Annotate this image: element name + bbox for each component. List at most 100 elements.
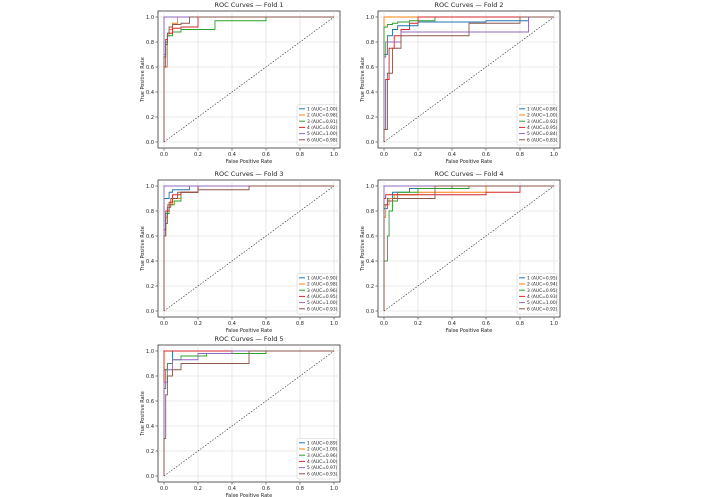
x-tick-label: 0.6 xyxy=(482,321,490,327)
x-tick-label: 0.0 xyxy=(380,152,388,158)
y-tick-label: 0.4 xyxy=(146,90,154,96)
subplot-fold-4: 0.0 0.2 0.4 0.6 0.8 1.0 0.0 0.2 0.4 0.6 0.8 1.0 ROC … xyxy=(360,170,561,334)
legend-label: 5 (AUC=1.00) xyxy=(307,300,338,306)
roc-line-series-5 xyxy=(163,350,334,476)
legend-label: 1 (AUC=1.00) xyxy=(307,106,338,112)
y-tick-label: 1.0 xyxy=(146,15,154,21)
y-tick-label: 0.4 xyxy=(366,90,374,96)
y-tick-label: 0.0 xyxy=(146,309,154,315)
x-tick-label: 0.0 xyxy=(380,321,388,327)
legend-label: 4 (AUC=1.00) xyxy=(307,459,338,465)
legend-box xyxy=(516,104,558,146)
y-axis-label: True Positive Rate xyxy=(140,57,146,103)
legend-label: 4 (AUC=0.95) xyxy=(527,125,558,131)
roc-line-series-6 xyxy=(163,185,334,311)
y-tick-label: 0.8 xyxy=(146,40,154,46)
y-tick-label: 0.6 xyxy=(146,65,154,71)
chance-diagonal xyxy=(163,350,335,477)
roc-line-series-4 xyxy=(383,16,554,142)
y-tick-label: 0.0 xyxy=(146,474,154,480)
x-axis-label: False Positive Rate xyxy=(226,493,272,497)
chance-diagonal xyxy=(163,185,335,312)
y-tick-label: 0.2 xyxy=(146,284,154,290)
chart-title: ROC Curves — Fold 3 xyxy=(214,170,283,178)
x-tick-label: 0.8 xyxy=(296,486,304,492)
y-tick-label: 0.6 xyxy=(146,399,154,405)
subplot-fold-3: 0.0 0.2 0.4 0.6 0.8 1.0 0.0 0.2 0.4 0.6 0.8 1.0 ROC … xyxy=(140,170,341,334)
legend-box xyxy=(296,273,338,315)
y-axis-label: True Positive Rate xyxy=(360,226,366,272)
y-tick-label: 0.4 xyxy=(366,259,374,265)
legend-label: 5 (AUC=0.97) xyxy=(307,465,338,471)
legend-label: 2 (AUC=0.98) xyxy=(307,282,338,288)
x-tick-label: 0.0 xyxy=(160,486,168,492)
legend-label: 4 (AUC=0.93) xyxy=(527,294,558,300)
legend-label: 4 (AUC=0.95) xyxy=(307,294,338,300)
legend-label: 1 (AUC=0.90) xyxy=(307,275,338,281)
legend-label: 1 (AUC=0.86) xyxy=(527,106,558,112)
x-tick-label: 1.0 xyxy=(550,152,558,158)
x-axis-label: False Positive Rate xyxy=(226,328,272,334)
legend-label: 2 (AUC=1.00) xyxy=(307,447,338,453)
legend-label: 6 (AUC=0.92) xyxy=(527,306,558,312)
x-tick-label: 0.0 xyxy=(160,321,168,327)
y-tick-label: 0.4 xyxy=(146,424,154,430)
roc-line-series-1 xyxy=(383,16,554,142)
legend-label: 6 (AUC=0.83) xyxy=(527,137,558,143)
y-axis-label: True Positive Rate xyxy=(140,391,146,437)
y-tick-label: 1.0 xyxy=(146,349,154,355)
y-tick-label: 1.0 xyxy=(366,15,374,21)
legend-label: 4 (AUC=0.92) xyxy=(307,125,338,131)
legend-label: 3 (AUC=0.92) xyxy=(527,119,558,125)
y-tick-label: 0.0 xyxy=(366,140,374,146)
x-axis-label: False Positive Rate xyxy=(446,159,492,165)
x-tick-label: 1.0 xyxy=(330,486,338,492)
y-tick-label: 0.2 xyxy=(146,449,154,455)
x-axis-label: False Positive Rate xyxy=(226,159,272,165)
y-tick-label: 1.0 xyxy=(366,184,374,190)
legend: 1 (AUC=0.95)2 (AUC=0.94)3 (AUC=0.95)4 (A… xyxy=(516,273,558,315)
legend-box xyxy=(516,273,558,315)
legend-label: 6 (AUC=0.93) xyxy=(307,471,338,477)
x-tick-label: 0.6 xyxy=(262,152,270,158)
x-tick-label: 0.4 xyxy=(228,486,236,492)
x-tick-label: 0.4 xyxy=(448,321,456,327)
legend-label: 1 (AUC=0.95) xyxy=(527,275,558,281)
x-tick-label: 0.0 xyxy=(160,152,168,158)
legend-label: 3 (AUC=0.96) xyxy=(307,288,338,294)
x-tick-label: 0.2 xyxy=(414,152,422,158)
x-tick-label: 1.0 xyxy=(550,321,558,327)
legend: 1 (AUC=0.89)2 (AUC=1.00)3 (AUC=0.96)4 (A… xyxy=(296,438,338,480)
legend-label: 2 (AUC=0.98) xyxy=(307,113,338,119)
y-axis-label: True Positive Rate xyxy=(140,226,146,272)
legend-label: 3 (AUC=0.91) xyxy=(307,119,338,125)
roc-line-series-6 xyxy=(383,16,554,142)
chart-title: ROC Curves — Fold 4 xyxy=(434,170,503,178)
x-tick-label: 0.8 xyxy=(296,321,304,327)
x-tick-label: 0.8 xyxy=(296,152,304,158)
legend-label: 6 (AUC=0.93) xyxy=(307,306,338,312)
legend-label: 3 (AUC=0.96) xyxy=(307,453,338,459)
y-tick-label: 0.6 xyxy=(366,65,374,71)
y-tick-label: 0.2 xyxy=(366,115,374,121)
roc-line-series-6 xyxy=(163,16,334,142)
chart-title: ROC Curves — Fold 1 xyxy=(214,1,283,9)
y-tick-label: 0.8 xyxy=(366,40,374,46)
x-tick-label: 0.8 xyxy=(516,321,524,327)
y-tick-label: 0.8 xyxy=(146,374,154,380)
legend: 1 (AUC=1.00)2 (AUC=0.98)3 (AUC=0.91)4 (A… xyxy=(296,104,338,146)
roc-line-series-6 xyxy=(163,350,334,476)
x-tick-label: 0.2 xyxy=(414,321,422,327)
legend-label: 5 (AUC=1.00) xyxy=(307,131,338,137)
subplot-fold-2: 0.0 0.2 0.4 0.6 0.8 1.0 0.0 0.2 0.4 0.6 0.8 1.0 ROC … xyxy=(360,1,561,165)
legend-label: 5 (AUC=0.84) xyxy=(527,131,558,137)
y-tick-label: 0.0 xyxy=(366,309,374,315)
chance-diagonal xyxy=(383,185,555,312)
y-tick-label: 0.6 xyxy=(146,234,154,240)
roc-line-series-3 xyxy=(383,16,554,142)
legend-label: 2 (AUC=1.00) xyxy=(527,113,558,119)
x-tick-label: 0.8 xyxy=(516,152,524,158)
y-axis-label: True Positive Rate xyxy=(360,57,366,103)
legend-box xyxy=(296,104,338,146)
